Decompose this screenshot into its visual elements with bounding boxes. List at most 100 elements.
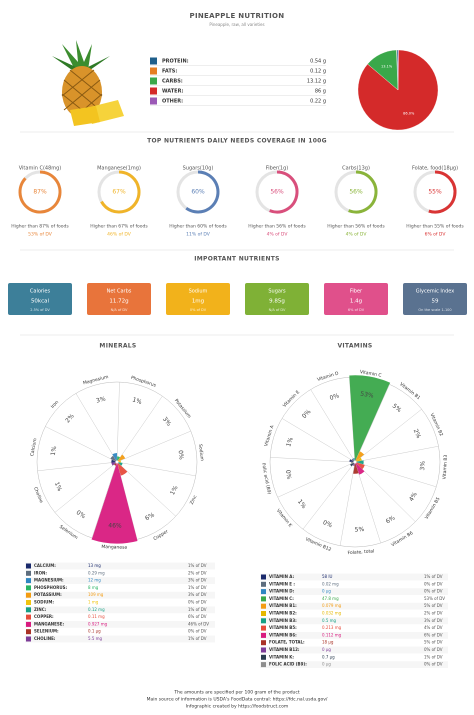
gauge-dv: 4% of DV xyxy=(267,232,289,238)
polar-value: 6% xyxy=(144,511,156,522)
card-note: 6% of DV xyxy=(348,308,365,312)
legend-swatch xyxy=(26,629,31,635)
table-name: FOLIC ACID (B9): xyxy=(269,662,307,667)
legend-value: 86 g xyxy=(315,89,326,95)
gauge-dv: 53% of DV xyxy=(28,232,53,238)
polar-name: Copper xyxy=(152,529,169,543)
gauge-comparison: Higher than 55% of foods xyxy=(406,224,464,230)
table-amount: 0.5 mg xyxy=(322,618,337,623)
polar-spoke xyxy=(310,389,356,463)
table-row xyxy=(260,610,448,617)
pineapple-illustration xyxy=(52,40,124,126)
legend-label: FATS: xyxy=(162,69,177,75)
table-dv: 3% of DV xyxy=(424,618,443,623)
table-row xyxy=(25,628,215,636)
table-amount: 5.5 mg xyxy=(88,636,103,641)
polar-spoke xyxy=(45,426,118,463)
table-amount: 0.213 mg xyxy=(322,625,342,630)
table-row xyxy=(260,632,448,639)
polar-spoke xyxy=(37,461,118,472)
polar-name: Sodium xyxy=(197,444,205,462)
table-amount: 0.079 mg xyxy=(322,603,342,608)
table-dv: 1% of DV xyxy=(188,563,207,568)
table-amount: 0 µg xyxy=(322,589,331,594)
table-amount: 0.112 mg xyxy=(322,632,342,637)
table-row xyxy=(260,639,448,647)
polar-name: Magnesium xyxy=(82,374,109,386)
polar-sector xyxy=(117,454,126,462)
polar-value: 0% xyxy=(75,509,87,520)
table-dv: 6% of DV xyxy=(424,632,443,637)
table-dv: 3% of DV xyxy=(188,578,207,583)
legend-label: PROTEIN: xyxy=(162,59,189,65)
legend-swatch xyxy=(261,662,266,668)
card-name: Net Carbs xyxy=(107,289,132,295)
table-dv: 1% of DV xyxy=(424,574,443,579)
legend-label: WATER: xyxy=(162,89,183,95)
card-name: Sugars xyxy=(268,289,286,295)
polar-value: 5% xyxy=(354,526,364,534)
section-title: MINERALS xyxy=(99,343,136,350)
table-row xyxy=(260,653,448,661)
legend-swatch xyxy=(150,77,157,85)
table-name: CHOLINE: xyxy=(34,636,56,641)
table-row xyxy=(25,599,215,606)
legend-swatch xyxy=(26,614,31,620)
polar-value: 1% xyxy=(53,481,63,493)
legend-swatch xyxy=(26,607,31,613)
legend-swatch xyxy=(261,589,266,595)
table-amount: 0.927 mg xyxy=(88,621,108,626)
table-amount: 0.11 mg xyxy=(88,614,105,619)
polar-name: Vitamin K xyxy=(275,508,294,529)
table-row xyxy=(260,580,448,588)
table-dv: 5% of DV xyxy=(424,603,443,608)
legend-swatch xyxy=(261,581,266,587)
table-amount: 0.1 µg xyxy=(88,629,101,634)
polar-value: 1% xyxy=(50,445,59,456)
table-row xyxy=(260,617,448,625)
polar-name: Iron xyxy=(50,399,60,410)
gauge-name: Folate, food(18µg) xyxy=(412,166,458,172)
polar-value: 1% xyxy=(169,484,180,496)
polar-name: Calcium xyxy=(29,438,38,457)
legend-swatch xyxy=(261,654,266,660)
polar-spoke xyxy=(339,461,356,546)
legend-swatch xyxy=(26,578,31,584)
table-name: COPPER: xyxy=(34,614,54,619)
polar-value: 2% xyxy=(412,428,422,440)
table-name: MAGNESIUM: xyxy=(34,578,64,583)
polar-spoke xyxy=(91,461,118,539)
polar-sector xyxy=(111,462,117,466)
card-name: Fiber xyxy=(350,289,363,295)
polar-name: Folate, total xyxy=(347,548,374,556)
table-row xyxy=(25,613,215,621)
gauge-value: 60% xyxy=(191,189,205,196)
table-dv: 46% of DV xyxy=(188,621,209,626)
table-amount: 0.29 mg xyxy=(88,570,105,575)
table-name: IRON: xyxy=(34,570,47,575)
legend-swatch xyxy=(261,574,266,580)
table-dv: 2% of DV xyxy=(424,611,443,616)
legend-swatch xyxy=(261,625,266,631)
gauge-comparison: Higher than 67% of foods xyxy=(90,224,148,230)
section-title: IMPORTANT NUTRIENTS xyxy=(194,256,280,263)
card-value: 1mg xyxy=(192,299,204,305)
legend-label: CARBS: xyxy=(162,79,183,85)
table-amount: 0 µg xyxy=(322,662,331,667)
legend-swatch xyxy=(26,636,31,642)
card-name: Glycemic Index xyxy=(416,289,454,295)
table-row xyxy=(25,569,215,577)
table-name: VITAMIN B1: xyxy=(269,603,297,608)
polar-sector xyxy=(110,455,117,462)
card-value: 9.85g xyxy=(269,299,285,305)
table-name: VITAMIN E : xyxy=(269,581,295,586)
legend-swatch xyxy=(26,570,31,576)
polar-sector xyxy=(349,462,355,467)
polar-spoke xyxy=(270,457,356,463)
table-dv: 53% of DV xyxy=(424,596,445,601)
table-dv: 6% of DV xyxy=(188,614,207,619)
polar-value: 3% xyxy=(419,461,427,471)
table-name: POTASSIUM: xyxy=(34,592,62,597)
polar-hub xyxy=(115,460,119,464)
gauge-value: 67% xyxy=(112,189,126,196)
